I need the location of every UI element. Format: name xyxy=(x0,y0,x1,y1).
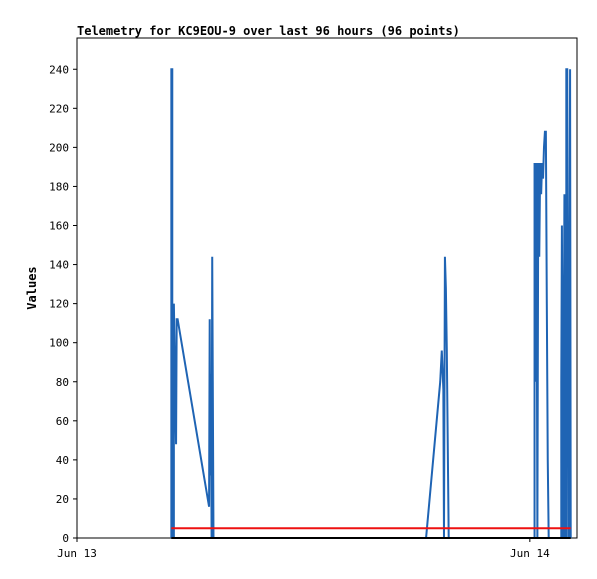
series-line-3 xyxy=(533,130,550,539)
y-tick-label: 140 xyxy=(49,259,69,272)
y-tick-label: 180 xyxy=(49,180,69,193)
y-tick-label: 40 xyxy=(56,454,69,467)
series-line-1 xyxy=(170,68,215,539)
y-tick-label: 60 xyxy=(56,415,69,428)
y-tick-label: 160 xyxy=(49,220,69,233)
y-tick-label: 240 xyxy=(49,63,69,76)
y-tick-label: 0 xyxy=(62,532,69,545)
series-line-4 xyxy=(560,68,572,539)
y-tick-label: 20 xyxy=(56,493,69,506)
series-layer xyxy=(170,68,572,539)
y-axis-label: Values xyxy=(25,266,39,309)
y-tick-label: 80 xyxy=(56,376,69,389)
plot-frame xyxy=(76,37,578,539)
y-tick-label: 120 xyxy=(49,298,69,311)
series-line-2 xyxy=(425,256,450,539)
y-tick-label: 220 xyxy=(49,102,69,115)
y-tick-label: 200 xyxy=(49,141,69,154)
x-tick-label: Jun 14 xyxy=(510,547,550,560)
y-tick-label: 100 xyxy=(49,337,69,350)
x-axis: Jun 13 Jun 14 xyxy=(57,538,550,560)
chart-title: Telemetry for KC9EOU-9 over last 96 hour… xyxy=(77,24,460,38)
x-tick-label: Jun 13 xyxy=(57,547,97,560)
y-axis: 0 20 40 60 80 100 120 140 160 180 200 220 240 xyxy=(49,63,77,545)
